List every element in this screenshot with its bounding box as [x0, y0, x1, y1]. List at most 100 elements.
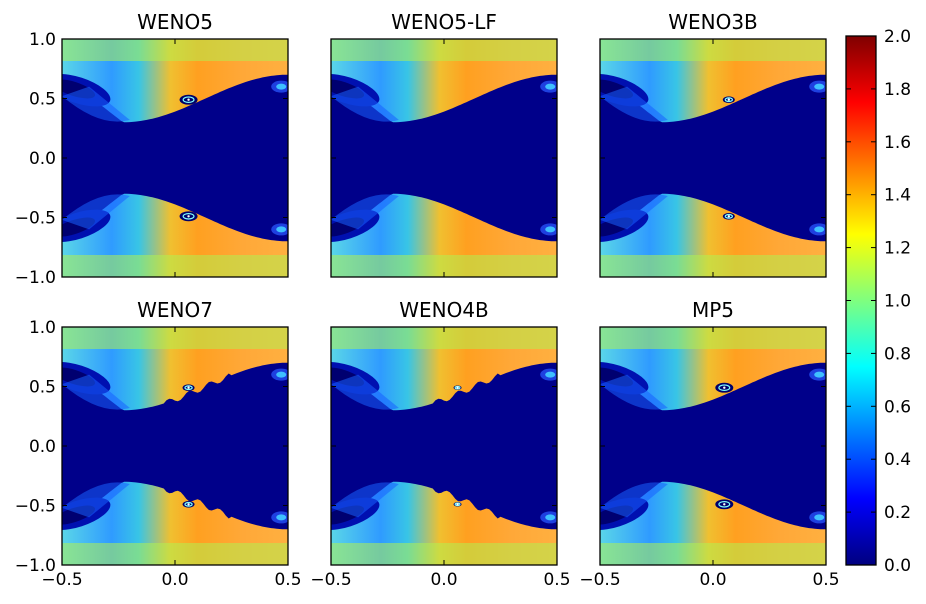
- panel-title: WENO7: [137, 298, 213, 322]
- kh-vortex-ring: [182, 213, 195, 220]
- edge-vortex-core: [814, 371, 825, 378]
- kh-vortex-eye: [727, 98, 731, 101]
- colorbar: 0.0 0.2 0.4 0.6 0.8 1.0 1.2 1.4 1.6 1.8 2.0: [845, 27, 911, 576]
- colorbar-tick-label: 2.0: [884, 27, 911, 47]
- panel-title: WENO5: [137, 10, 213, 34]
- x-tick-label: 0.5: [812, 570, 839, 590]
- kh-vortex-eye: [727, 215, 731, 218]
- edge-vortex-core: [545, 226, 556, 233]
- shear-layer: [62, 86, 130, 122]
- shear-layer: [62, 374, 130, 410]
- x-tick-label: 0.0: [430, 570, 457, 590]
- kh-vortex-eye: [187, 503, 190, 506]
- panel-field: [600, 327, 826, 565]
- edge-vortex-core: [545, 83, 556, 90]
- outer-band: [600, 39, 826, 61]
- panel-title: WENO4B: [399, 298, 489, 322]
- x-tick-label: −0.5: [310, 570, 351, 590]
- shear-layer: [331, 482, 399, 518]
- edge-vortex-core: [545, 371, 556, 378]
- panel-title: MP5: [692, 298, 734, 322]
- kh-vortex-ring: [724, 97, 734, 103]
- y-tick-label: 1.0: [29, 318, 56, 338]
- outer-band: [331, 255, 557, 277]
- y-tick-label: −1.0: [15, 268, 56, 288]
- edge-vortex-core: [276, 83, 287, 90]
- panel-weno5: WENO5 1.0 0.5 0.0 −0.5 −1.0: [15, 10, 289, 288]
- panel-weno4b: WENO4B −0.5 0.0 0.5: [310, 298, 570, 590]
- colorbar-tick-label: 1.4: [884, 186, 911, 206]
- kh-vortex-eye: [187, 98, 190, 101]
- shear-layer: [600, 374, 668, 410]
- edge-vortex-core: [814, 226, 825, 233]
- panel-field: [62, 327, 288, 565]
- kh-vortex-ring: [718, 501, 731, 508]
- edge-vortex-core: [814, 83, 825, 90]
- panel-title: WENO3B: [668, 10, 758, 34]
- kh-vortex-eye: [723, 503, 726, 506]
- panel-field: [62, 39, 288, 277]
- colorbar-tick-label: 0.4: [884, 450, 911, 470]
- kh-vortex-eye: [187, 215, 190, 218]
- outer-band: [600, 543, 826, 565]
- y-tick-label: 0.0: [29, 437, 56, 457]
- x-tick-label: 0.5: [543, 570, 570, 590]
- panel-title: WENO5-LF: [391, 10, 497, 34]
- kh-vortex-ring: [718, 384, 731, 391]
- shear-layer: [331, 86, 399, 122]
- y-tick-label: −0.5: [15, 497, 56, 517]
- colorbar-tick-label: 1.0: [884, 292, 911, 312]
- y-tick-label: 0.5: [29, 90, 56, 110]
- shear-layer: [600, 482, 668, 518]
- y-tick-label: 0.5: [29, 378, 56, 398]
- outer-band: [62, 327, 288, 349]
- kh-vortex-ring: [184, 501, 193, 507]
- shear-layer: [62, 482, 130, 518]
- panel-field: [331, 327, 557, 565]
- outer-band: [600, 327, 826, 349]
- panel-mp5: MP5 −0.5 0.0 0.5: [579, 298, 839, 590]
- kh-vortex-eye: [456, 503, 459, 506]
- y-tick-label: 1.0: [29, 30, 56, 50]
- colorbar-tick-label: 1.2: [884, 239, 911, 259]
- x-tick-label: −0.5: [579, 570, 620, 590]
- shear-layer: [331, 374, 399, 410]
- panel-weno3b: WENO3B: [599, 10, 827, 278]
- kh-vortex-eye: [456, 386, 459, 389]
- edge-vortex-core: [814, 514, 825, 521]
- outer-band: [331, 39, 557, 61]
- y-tick-label: 0.0: [29, 149, 56, 169]
- colorbar-tick-label: 0.6: [884, 397, 911, 417]
- shear-layer: [331, 194, 399, 230]
- colorbar-tick-label: 0.0: [884, 556, 911, 576]
- x-tick-label: 0.5: [274, 570, 301, 590]
- outer-band: [331, 543, 557, 565]
- kh-vortex-ring: [184, 385, 193, 391]
- x-tick-label: 0.0: [699, 570, 726, 590]
- colorbar-tick-label: 1.6: [884, 133, 911, 153]
- edge-vortex-core: [545, 514, 556, 521]
- panel-weno5-lf: WENO5-LF: [330, 10, 558, 278]
- outer-band: [331, 327, 557, 349]
- outer-band: [600, 255, 826, 277]
- panel-field: [600, 39, 826, 277]
- y-tick-label: −1.0: [15, 556, 56, 576]
- kh-vortex-ring: [724, 213, 734, 219]
- shear-layer: [62, 194, 130, 230]
- outer-band: [62, 543, 288, 565]
- panel-field: [331, 39, 557, 277]
- colorbar-tick-label: 0.8: [884, 344, 911, 364]
- kh-vortex-eye: [187, 386, 190, 389]
- x-tick-label: 0.0: [161, 570, 188, 590]
- edge-vortex-core: [276, 226, 287, 233]
- colorbar-tick-label: 0.2: [884, 503, 911, 523]
- outer-band: [62, 39, 288, 61]
- outer-band: [62, 255, 288, 277]
- kh-vortex-ring: [182, 96, 195, 103]
- shear-layer: [600, 194, 668, 230]
- edge-vortex-core: [276, 371, 287, 378]
- shear-layer: [600, 86, 668, 122]
